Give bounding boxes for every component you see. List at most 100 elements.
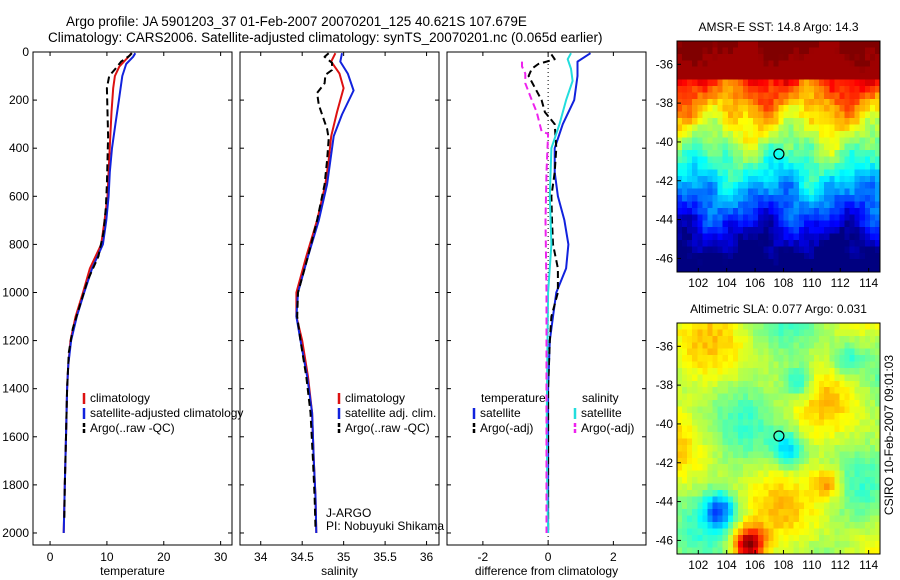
- heatmap-cell: [869, 444, 876, 452]
- heatmap-cell: [859, 98, 866, 106]
- heatmap-cell: [874, 323, 881, 331]
- heatmap-cell: [682, 252, 688, 260]
- heatmap-cell: [682, 425, 688, 433]
- heatmap-cell: [732, 374, 739, 382]
- heatmap-cell: [819, 162, 825, 170]
- heatmap-cell: [677, 239, 683, 247]
- heatmap-cell: [773, 509, 780, 517]
- heatmap-cell: [839, 367, 846, 375]
- heatmap-cell: [682, 380, 688, 388]
- heatmap-cell: [859, 175, 866, 183]
- heatmap-cell: [753, 182, 759, 190]
- heatmap-cell: [844, 547, 851, 555]
- heatmap-cell: [798, 374, 805, 382]
- heatmap-cell: [788, 92, 795, 100]
- heatmap-cell: [869, 547, 876, 555]
- heatmap-cell: [844, 66, 851, 74]
- heatmap-cell: [839, 335, 846, 343]
- heatmap-cell: [798, 259, 805, 267]
- heatmap-cell: [702, 509, 709, 517]
- heatmap-cell: [697, 169, 703, 177]
- heatmap-cell: [727, 380, 734, 388]
- heatmap-cell: [788, 156, 795, 164]
- heatmap-cell: [803, 400, 810, 408]
- heatmap-cell: [748, 195, 754, 203]
- heatmap-cell: [737, 457, 744, 465]
- heatmap-cell: [849, 477, 856, 485]
- heatmap-cell: [748, 547, 754, 555]
- heatmap-cell: [869, 521, 876, 529]
- heatmap-cell: [778, 195, 785, 203]
- heatmap-cell: [773, 111, 780, 119]
- heatmap-cell: [712, 470, 719, 478]
- heatmap-cell: [697, 496, 703, 504]
- heatmap-cell: [869, 483, 876, 491]
- heatmap-cell: [834, 239, 840, 247]
- heatmap-cell: [808, 195, 815, 203]
- heatmap-cell: [819, 98, 825, 106]
- heatmap-cell: [717, 220, 724, 228]
- heatmap-cell: [829, 105, 835, 113]
- heatmap-cell: [798, 451, 805, 459]
- heatmap-cell: [859, 374, 866, 382]
- heatmap-cell: [829, 419, 835, 427]
- heatmap-cell: [783, 85, 790, 93]
- heatmap-cell: [727, 541, 734, 549]
- heatmap-cell: [692, 329, 698, 337]
- heatmap-cell: [874, 348, 881, 356]
- heatmap-cell: [763, 195, 769, 203]
- heatmap-cell: [773, 342, 780, 350]
- heatmap-cell: [778, 387, 785, 395]
- heatmap-cell: [742, 188, 749, 196]
- heatmap-cell: [803, 502, 810, 510]
- heatmap-cell: [742, 169, 749, 177]
- heatmap-cell: [692, 188, 698, 196]
- heatmap-cell: [712, 137, 719, 145]
- heatmap-cell: [753, 143, 759, 151]
- heatmap-cell: [793, 348, 800, 356]
- heatmap-cell: [687, 509, 693, 517]
- heatmap-cell: [803, 227, 810, 235]
- heatmap-cell: [712, 521, 719, 529]
- heatmap-cell: [869, 239, 876, 247]
- heatmap-cell: [778, 79, 785, 87]
- heatmap-cell: [824, 374, 830, 382]
- heatmap-cell: [834, 444, 840, 452]
- heatmap-cell: [803, 329, 810, 337]
- heatmap-cell: [712, 233, 719, 241]
- heatmap-cell: [737, 367, 744, 375]
- heatmap-cell: [854, 444, 861, 452]
- heatmap-cell: [798, 400, 805, 408]
- heatmap-cell: [829, 143, 835, 151]
- heatmap-cell: [874, 387, 881, 395]
- heatmap-cell: [692, 259, 698, 267]
- heatmap-cell: [712, 188, 719, 196]
- heatmap-cell: [864, 425, 871, 433]
- y-tick-label: 2000: [2, 526, 29, 540]
- heatmap-cell: [768, 130, 775, 138]
- heatmap-cell: [798, 438, 805, 446]
- heatmap-cell: [803, 105, 810, 113]
- heatmap-cell: [742, 521, 749, 529]
- heatmap-cell: [829, 496, 835, 504]
- argo-location-marker: [773, 430, 785, 442]
- heatmap-cell: [702, 483, 709, 491]
- heatmap-cell: [727, 348, 734, 356]
- heatmap-cell: [727, 342, 734, 350]
- heatmap-cell: [864, 92, 871, 100]
- heatmap-cell: [824, 214, 830, 222]
- heatmap-cell: [697, 515, 703, 523]
- heatmap-cell: [844, 335, 851, 343]
- heatmap-cell: [829, 329, 835, 337]
- heatmap-cell: [864, 406, 871, 414]
- heatmap-cell: [722, 438, 729, 446]
- heatmap-cell: [697, 137, 703, 145]
- heatmap-cell: [783, 483, 790, 491]
- heatmap-cell: [748, 92, 754, 100]
- heatmap-cell: [753, 342, 759, 350]
- heatmap-cell: [819, 406, 825, 414]
- series-group: [295, 52, 355, 534]
- heatmap-cell: [864, 380, 871, 388]
- heatmap-cell: [844, 227, 851, 235]
